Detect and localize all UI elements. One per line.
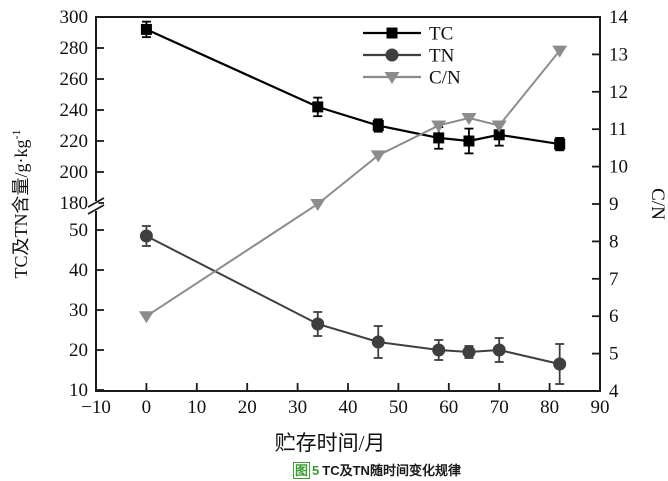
y-left-tick-label: 240 xyxy=(60,100,89,121)
axis-break xyxy=(87,197,105,215)
y-right-tick-label: 14 xyxy=(609,7,629,28)
y-right-tick-label: 12 xyxy=(609,82,628,103)
plot-frame xyxy=(95,16,601,392)
x-tick-label: 60 xyxy=(439,397,458,418)
y-left-tick-label: 300 xyxy=(60,7,89,28)
chart-svg: −10 0 10 20 30 40 50 60 70 80 90 180 200 220 240 260 280… xyxy=(9,7,668,455)
x-tick-label: 70 xyxy=(490,397,509,418)
y-left-tick-label: 10 xyxy=(69,380,88,401)
legend-label: C/N xyxy=(429,68,461,89)
y-left-tick-label: 30 xyxy=(69,300,88,321)
x-tick-label: 10 xyxy=(187,397,206,418)
y-right-axis-title: C/N xyxy=(647,188,668,220)
y-left-tick-label: 180 xyxy=(60,193,89,214)
x-tick-label: 30 xyxy=(288,397,307,418)
x-axis-title: 贮存时间/月 xyxy=(275,431,386,455)
x-tick-label: 80 xyxy=(540,397,559,418)
figure-caption: 图 5 TC及TN随时间变化规律 xyxy=(293,460,461,479)
x-tick-label: 90 xyxy=(591,397,610,418)
x-tick-label: 50 xyxy=(389,397,408,418)
y-right-tick-label: 13 xyxy=(609,44,628,65)
x-tick-label: 20 xyxy=(238,397,257,418)
y-left-tick-label: 200 xyxy=(60,162,89,183)
y-axis-right: 4 5 6 7 8 9 10 11 12 13 14 xyxy=(592,7,629,402)
y-right-tick-label: 5 xyxy=(609,344,619,365)
x-axis: −10 0 10 20 30 40 50 60 70 80 90 xyxy=(81,383,610,418)
tn-series xyxy=(139,225,567,385)
y-left-tick-label: 40 xyxy=(69,260,88,281)
y-axis-left: 180 200 220 240 260 280 300 10 20 30 40 50 xyxy=(60,7,104,401)
cn-series xyxy=(138,45,568,324)
y-left-tick-label: 220 xyxy=(60,131,89,152)
x-tick-label: 0 xyxy=(142,397,152,418)
y-left-tick-label: 280 xyxy=(60,38,89,59)
caption-figure-label: 图 xyxy=(293,462,311,479)
y-right-tick-label: 6 xyxy=(609,306,619,327)
legend-label: TN xyxy=(429,46,455,67)
legend-item-tc: TC xyxy=(363,24,453,45)
x-tick-label: 40 xyxy=(339,397,358,418)
y-left-axis-title: TC及TN含量/g·kg-1 xyxy=(9,130,31,279)
x-tick-label: −10 xyxy=(81,397,111,418)
y-right-tick-label: 7 xyxy=(609,269,619,290)
tc-series xyxy=(140,20,566,155)
caption-text: TC及TN随时间变化规律 xyxy=(322,463,461,478)
series-line xyxy=(145,50,561,318)
legend-item-tn: TN xyxy=(363,46,455,67)
y-right-tick-label: 10 xyxy=(609,157,628,178)
y-right-tick-label: 9 xyxy=(609,194,619,215)
y-left-tick-label: 50 xyxy=(69,220,88,241)
y-right-tick-label: 4 xyxy=(609,381,619,402)
y-left-tick-label: 260 xyxy=(60,69,89,90)
y-right-tick-label: 8 xyxy=(609,231,619,252)
y-right-tick-label: 11 xyxy=(609,119,627,140)
legend-item-cn: C/N xyxy=(363,68,461,89)
y-left-tick-label: 20 xyxy=(69,340,88,361)
legend-label: TC xyxy=(429,24,453,45)
caption-figure-number: 5 xyxy=(312,463,320,478)
